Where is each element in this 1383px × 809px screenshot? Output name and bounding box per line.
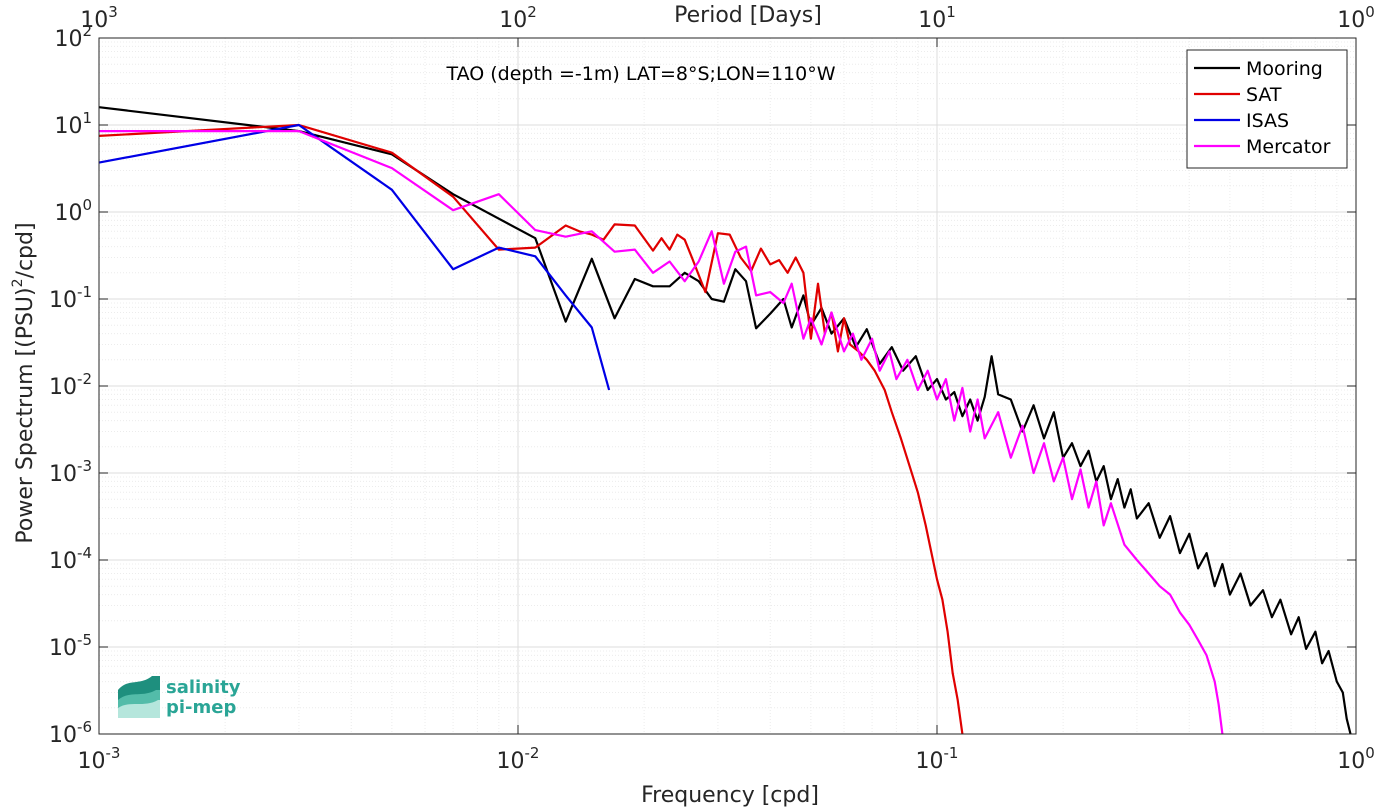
grid xyxy=(98,38,1356,735)
top-tick-label-exp: 3 xyxy=(108,3,118,21)
legend-label-isas: ISAS xyxy=(1246,110,1289,132)
top-tick-label-base: 10 xyxy=(80,8,108,33)
y-tick-label-base: 10 xyxy=(49,375,77,400)
top-tick-label-exp: 0 xyxy=(1365,3,1375,21)
y-tick-label-base: 10 xyxy=(49,288,77,313)
x-tick-label-exp: 0 xyxy=(1365,744,1375,762)
y-tick-label-base: 10 xyxy=(49,723,77,748)
top-tick-label: 102 xyxy=(499,3,537,33)
y-tick-label-exp: -4 xyxy=(77,544,92,562)
top-tick-label: 100 xyxy=(1337,3,1375,33)
y-tick-label: 101 xyxy=(54,109,92,139)
x-tick-label-base: 10 xyxy=(1337,749,1365,774)
y-tick-label: 10-1 xyxy=(49,283,92,313)
x-tick-label-exp: -3 xyxy=(106,744,121,762)
series-line-isas xyxy=(98,123,611,391)
y-tick-label: 10-2 xyxy=(49,370,92,400)
y-tick-label-exp: -3 xyxy=(77,457,92,475)
y-axis-label-sup: 2 xyxy=(10,278,26,287)
logo-text-line1: salinity xyxy=(166,677,241,698)
x-tick-label: 100 xyxy=(1337,744,1375,774)
top-tick-label-base: 10 xyxy=(499,8,527,33)
top-tick-label: 101 xyxy=(918,3,956,33)
y-tick-label-base: 10 xyxy=(54,114,82,139)
chart-title: TAO (depth =-1m) LAT=8°S;LON=110°W xyxy=(445,63,835,85)
x-tick-label: 10-2 xyxy=(497,744,540,774)
y-axis-label: Power Spectrum [(PSU)2/cpd] xyxy=(10,222,38,543)
logo-text-line2: pi-mep xyxy=(166,697,236,718)
x-tick-label: 10-1 xyxy=(916,744,959,774)
y-tick-label-exp: -6 xyxy=(77,718,92,736)
legend-label-mooring: Mooring xyxy=(1246,58,1323,80)
y-tick-label: 10-3 xyxy=(49,457,92,487)
legend: Mooring SAT ISAS Mercator xyxy=(1186,49,1348,169)
y-tick-label-exp: 2 xyxy=(82,22,92,40)
y-tick-label-exp: -2 xyxy=(77,370,92,388)
top-tick-label-exp: 1 xyxy=(946,3,956,21)
y-tick-label: 10-5 xyxy=(49,631,92,661)
x-tick-label-base: 10 xyxy=(497,749,525,774)
y-tick-label: 102 xyxy=(54,22,92,52)
logo-wave-light xyxy=(118,700,160,718)
y-tick-label-exp: -1 xyxy=(77,283,92,301)
legend-label-mercator: Mercator xyxy=(1246,136,1331,158)
y-tick-label-base: 10 xyxy=(54,27,82,52)
y-axis-label-tail: /cpd] xyxy=(13,222,38,278)
y-tick-label-exp: 1 xyxy=(82,109,92,127)
y-tick-label-exp: 0 xyxy=(82,196,92,214)
top-tick-label-base: 10 xyxy=(1337,8,1365,33)
x-axis-label: Frequency [cpd] xyxy=(641,783,819,808)
series-line-mooring xyxy=(98,106,1352,735)
y-axis-label-main: Power Spectrum [(PSU) xyxy=(13,287,38,543)
top-tick-label-base: 10 xyxy=(918,8,946,33)
y-tick-label-base: 10 xyxy=(49,462,77,487)
x-tick-label: 10-3 xyxy=(78,744,121,774)
top-x-axis-label: Period [Days] xyxy=(674,3,822,28)
y-tick-label: 10-6 xyxy=(49,718,92,748)
top-tick-label-exp: 2 xyxy=(527,3,537,21)
y-tick-label: 10-4 xyxy=(49,544,92,574)
y-tick-label-base: 10 xyxy=(49,549,77,574)
x-tick-label-base: 10 xyxy=(78,749,106,774)
y-tick-label-exp: -5 xyxy=(77,631,92,649)
y-tick-label-base: 10 xyxy=(54,201,82,226)
x-tick-label-base: 10 xyxy=(916,749,944,774)
y-tick-label-base: 10 xyxy=(49,636,77,661)
legend-box xyxy=(1186,49,1348,169)
top-tick-label: 103 xyxy=(80,3,118,33)
series-line-mercator xyxy=(99,130,1224,735)
legend-label-sat: SAT xyxy=(1246,84,1282,106)
y-tick-label: 100 xyxy=(54,196,92,226)
series-lines xyxy=(98,106,1352,735)
x-tick-label-exp: -2 xyxy=(525,744,540,762)
x-tick-label-exp: -1 xyxy=(944,744,959,762)
salinity-pi-mep-logo: salinity pi-mep xyxy=(118,676,241,718)
